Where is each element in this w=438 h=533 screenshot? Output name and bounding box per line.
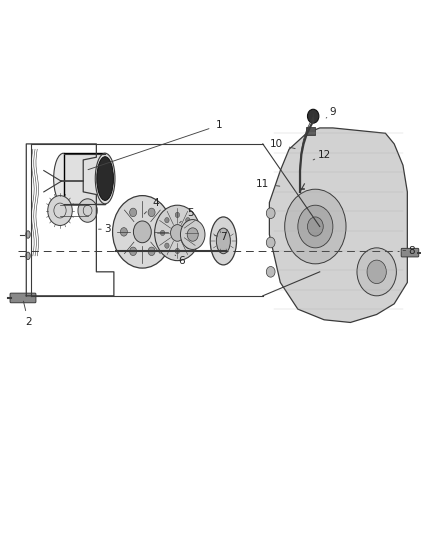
Circle shape [187,228,198,241]
Text: 9: 9 [326,107,336,118]
Ellipse shape [26,252,30,260]
Circle shape [285,189,346,264]
Circle shape [186,243,190,248]
Circle shape [134,221,151,243]
Circle shape [157,228,164,236]
Circle shape [120,228,127,236]
FancyBboxPatch shape [401,248,419,257]
Text: 12: 12 [313,150,331,160]
Circle shape [175,212,180,217]
Text: 10: 10 [269,139,295,149]
Circle shape [48,196,72,225]
Text: 2: 2 [23,301,32,327]
Circle shape [190,230,194,236]
Ellipse shape [95,154,115,204]
Circle shape [155,205,200,261]
FancyBboxPatch shape [64,153,105,204]
Circle shape [130,208,137,216]
Circle shape [367,260,386,284]
Circle shape [148,208,155,216]
Circle shape [180,220,205,249]
Circle shape [148,247,155,256]
Circle shape [266,266,275,277]
Circle shape [78,199,97,222]
Text: 7: 7 [215,232,227,242]
FancyBboxPatch shape [10,293,36,303]
Text: 11: 11 [256,179,280,189]
Polygon shape [269,128,407,322]
Circle shape [165,243,169,248]
FancyBboxPatch shape [306,127,315,135]
Ellipse shape [53,154,73,204]
Circle shape [266,237,275,248]
Circle shape [307,109,319,123]
Circle shape [307,217,323,236]
Circle shape [186,217,190,223]
Circle shape [175,248,180,254]
Text: 5: 5 [180,208,194,223]
Text: 8: 8 [403,246,415,255]
Circle shape [298,205,333,248]
Circle shape [113,196,172,268]
Text: 4: 4 [144,198,159,214]
Circle shape [165,217,169,223]
Circle shape [160,230,165,236]
Ellipse shape [216,228,230,254]
Circle shape [170,224,184,241]
Ellipse shape [97,157,113,200]
Text: 1: 1 [88,120,223,169]
Ellipse shape [26,231,30,238]
Text: 3: 3 [99,224,111,234]
Circle shape [357,248,396,296]
Text: 6: 6 [175,255,185,266]
Ellipse shape [210,217,237,265]
Circle shape [266,208,275,219]
Circle shape [130,247,137,256]
